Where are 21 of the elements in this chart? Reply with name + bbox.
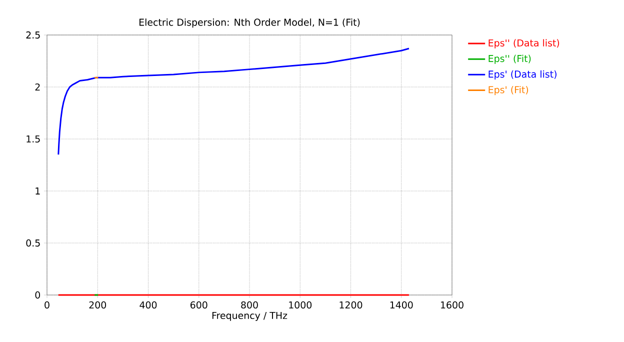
x-tick-label: 1600 bbox=[441, 301, 464, 309]
x-tick-label: 600 bbox=[190, 301, 208, 309]
legend-label: Eps' (Data list) bbox=[488, 70, 556, 80]
y-tick-label: 2 bbox=[35, 83, 40, 91]
x-tick-label: 400 bbox=[140, 301, 157, 309]
legend-label: Eps'' (Data list) bbox=[488, 39, 560, 48]
x-tick-label: 1200 bbox=[340, 301, 362, 309]
legend-label: Eps' (Fit) bbox=[488, 86, 528, 96]
chart-title: Electric Dispersion: Nth Order Model, N=1 (Fit) bbox=[139, 18, 360, 28]
y-tick-label: 1 bbox=[36, 188, 40, 194]
x-tick-label: 800 bbox=[241, 301, 258, 309]
y-tick-label: 1.5 bbox=[26, 135, 40, 143]
x-tick-label: 1000 bbox=[289, 301, 312, 309]
y-tick-label: 0 bbox=[35, 291, 40, 299]
x-tick-label: 200 bbox=[89, 301, 106, 309]
legend-label: Eps'' (Fit) bbox=[488, 54, 531, 64]
x-tick-label: 0 bbox=[44, 301, 50, 309]
x-axis-title: Frequency / THz bbox=[212, 312, 288, 321]
y-tick-label: 2.5 bbox=[26, 31, 40, 39]
x-tick-label: 1400 bbox=[390, 301, 413, 309]
y-tick-label: 0.5 bbox=[26, 239, 40, 247]
